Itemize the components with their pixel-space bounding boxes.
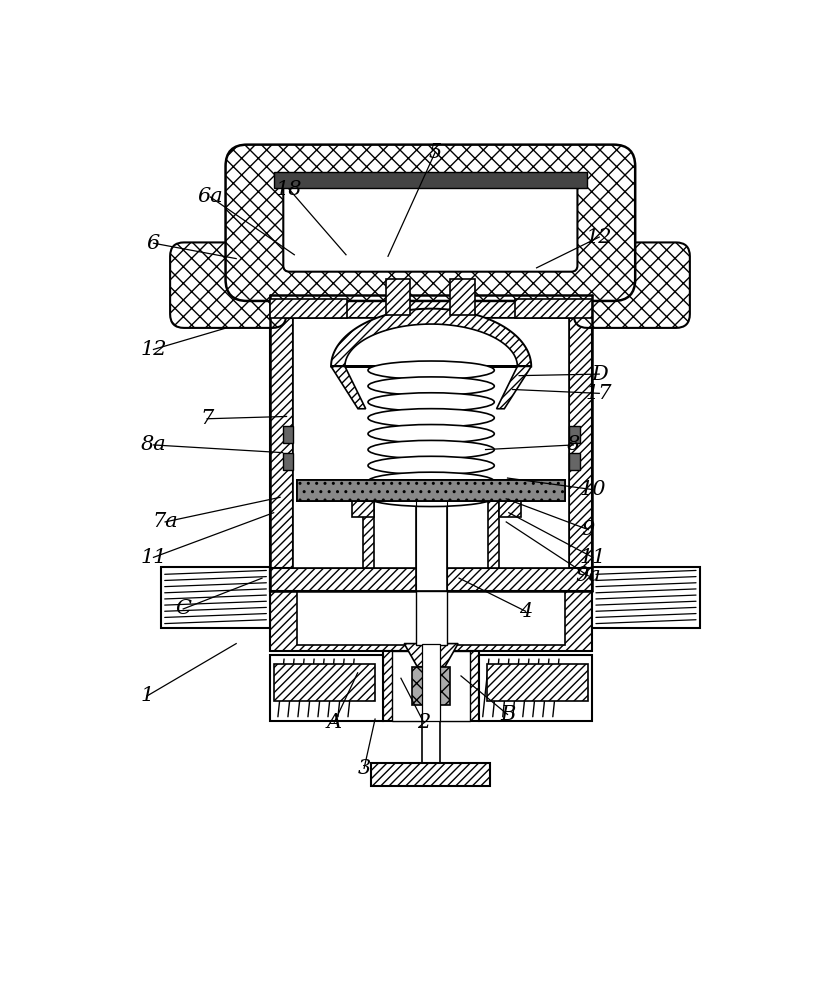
Ellipse shape <box>368 409 494 427</box>
Text: 9a: 9a <box>576 566 601 585</box>
Ellipse shape <box>368 425 494 443</box>
Ellipse shape <box>368 488 494 507</box>
Ellipse shape <box>368 393 494 411</box>
Bar <box>515 299 592 318</box>
Text: 7a: 7a <box>152 512 178 531</box>
Bar <box>297 480 565 501</box>
Bar <box>283 426 294 443</box>
Text: 10: 10 <box>580 480 606 499</box>
Ellipse shape <box>368 472 494 491</box>
Bar <box>270 655 383 721</box>
Ellipse shape <box>368 456 494 475</box>
Bar <box>479 655 592 721</box>
Bar <box>294 318 569 568</box>
Text: A: A <box>327 713 342 732</box>
Bar <box>569 426 580 443</box>
Bar <box>352 501 374 517</box>
Text: 8: 8 <box>567 435 580 454</box>
FancyBboxPatch shape <box>574 242 690 328</box>
Bar <box>487 664 588 701</box>
Text: 11: 11 <box>580 548 606 567</box>
Bar <box>363 501 374 568</box>
Bar <box>270 568 592 591</box>
Bar <box>386 279 410 315</box>
FancyBboxPatch shape <box>226 145 635 301</box>
Bar <box>274 664 375 701</box>
Text: 6a: 6a <box>197 188 223 207</box>
Text: 12: 12 <box>586 228 612 247</box>
Text: C: C <box>175 599 191 618</box>
Bar <box>592 567 700 628</box>
Text: 12: 12 <box>140 340 167 359</box>
Bar <box>488 501 499 568</box>
Bar <box>270 295 592 318</box>
Ellipse shape <box>368 377 494 395</box>
Bar <box>161 567 270 628</box>
Text: 18: 18 <box>276 180 302 199</box>
Bar <box>569 295 592 591</box>
Bar <box>270 591 592 651</box>
Text: 7: 7 <box>201 409 214 428</box>
Bar <box>416 591 446 645</box>
Bar <box>297 591 565 645</box>
Text: 8a: 8a <box>141 435 166 454</box>
Text: 11: 11 <box>140 548 167 567</box>
Text: 2: 2 <box>417 713 430 732</box>
Text: 3: 3 <box>357 759 371 778</box>
Text: B: B <box>500 705 515 724</box>
Bar <box>270 295 294 591</box>
Text: 1: 1 <box>140 686 154 705</box>
FancyBboxPatch shape <box>284 174 577 272</box>
Circle shape <box>425 680 437 692</box>
Text: 9: 9 <box>581 520 595 539</box>
Polygon shape <box>331 309 531 366</box>
Circle shape <box>425 671 437 683</box>
Bar <box>422 644 440 721</box>
Bar <box>383 651 479 721</box>
Circle shape <box>425 689 437 701</box>
Bar <box>283 453 294 470</box>
Text: 17: 17 <box>586 384 612 403</box>
Ellipse shape <box>368 361 494 379</box>
Polygon shape <box>345 324 518 366</box>
Bar <box>422 717 440 786</box>
Bar <box>270 299 347 318</box>
Ellipse shape <box>368 440 494 459</box>
Bar <box>416 501 446 591</box>
Text: 6: 6 <box>147 234 160 253</box>
Bar <box>499 501 521 517</box>
Text: D: D <box>591 365 607 384</box>
Bar <box>569 453 580 470</box>
Polygon shape <box>331 366 366 409</box>
Bar <box>451 279 475 315</box>
Bar <box>274 172 586 188</box>
Polygon shape <box>497 366 531 409</box>
Polygon shape <box>404 644 458 667</box>
Bar <box>371 763 491 786</box>
Bar <box>392 651 470 721</box>
Bar <box>297 480 565 501</box>
Bar <box>412 667 451 705</box>
FancyBboxPatch shape <box>170 242 286 328</box>
Text: 5: 5 <box>429 143 442 162</box>
Text: 4: 4 <box>519 602 532 621</box>
